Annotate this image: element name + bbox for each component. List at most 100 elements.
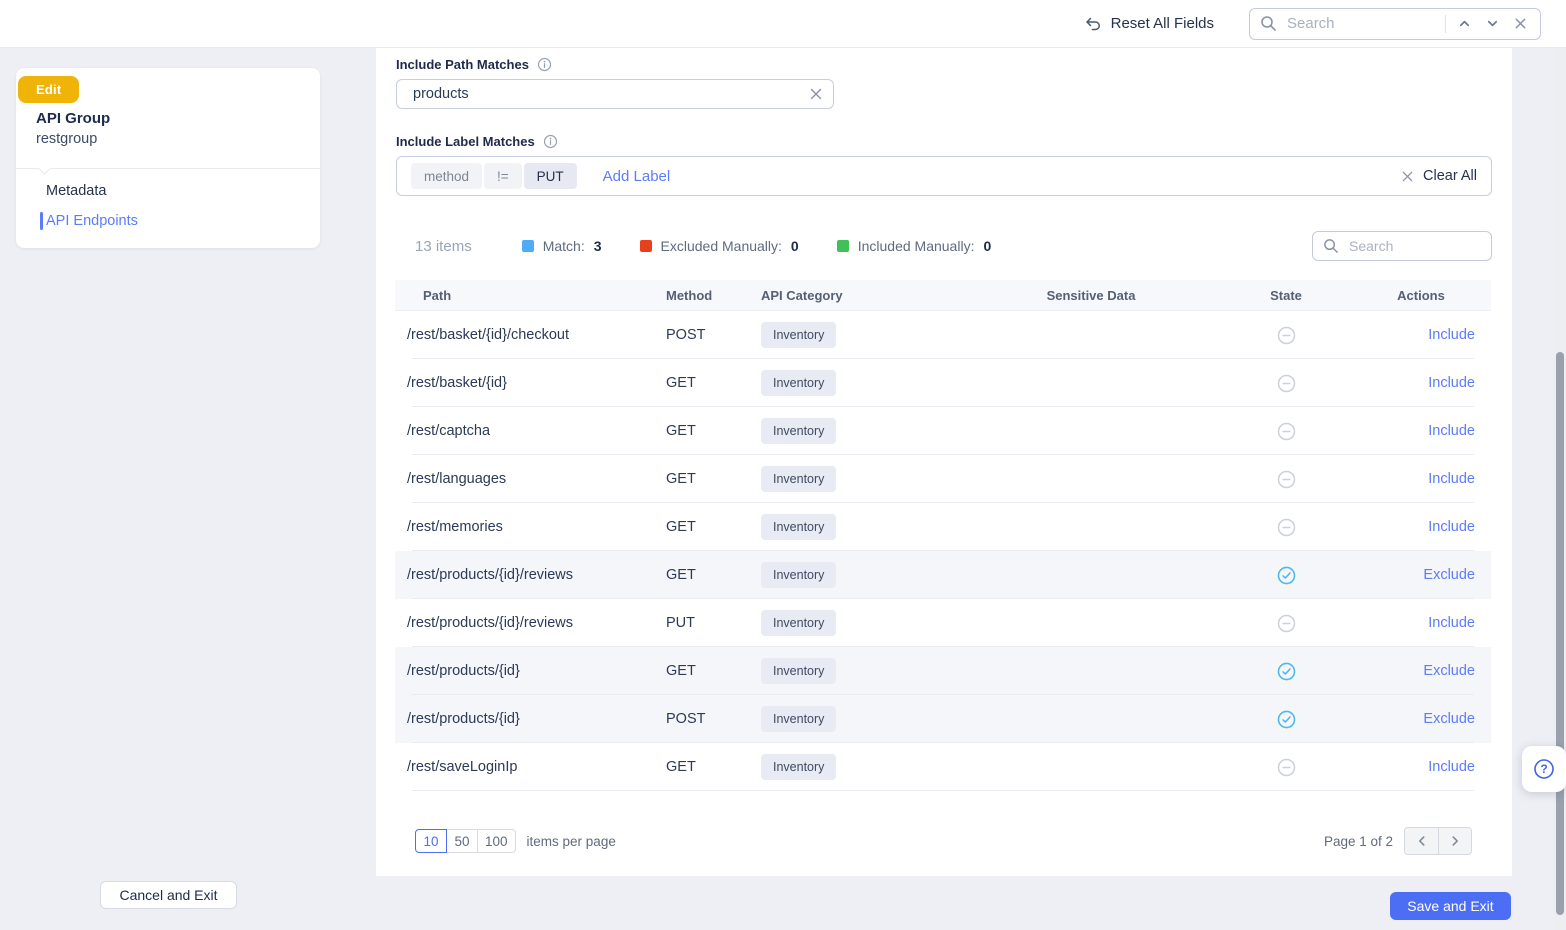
save-and-exit-button[interactable]: Save and Exit [1390,892,1511,920]
state-neutral-icon [1277,470,1296,489]
state-cell [1221,326,1351,345]
help-button[interactable]: ? [1522,746,1566,792]
endpoint-method: PUT [666,615,695,631]
table-row: /rest/products/{id}/reviews PUT Inventor… [395,599,1491,647]
search-close-icon[interactable] [1510,14,1530,34]
row-action-link[interactable]: Include [1428,759,1475,775]
column-header: Sensitive Data [1046,287,1136,303]
endpoints-table: Path Method API Category Sensitive Data Stat… [395,280,1491,791]
label-chips: method != PUT [411,163,577,189]
endpoint-path: /rest/memories [407,519,503,535]
endpoint-path: /rest/products/{id} [407,663,520,679]
label-chip-key[interactable]: method [411,163,483,189]
row-action-link[interactable]: Include [1428,375,1475,391]
info-icon[interactable] [537,57,552,72]
table-row: /rest/saveLoginIp GET Inventory Include [395,743,1491,791]
table-row: /rest/products/{id}/reviews GET Inventor… [395,551,1491,599]
legend-item: Included Manually: 0 [836,238,991,254]
row-action-link[interactable]: Include [1428,615,1475,631]
state-included-icon [1277,710,1296,729]
api-category-badge: Inventory [761,466,837,492]
table-row: /rest/products/{id} POST Inventory Exclu… [395,695,1491,743]
include-label-matches-label: Include Label Matches [396,134,535,149]
endpoint-method: GET [666,759,696,775]
summary-row: 13 items Match: 3 Excluded Manually: 0 Inc… [415,231,1492,261]
column-header: State [1270,287,1302,303]
endpoint-method: POST [666,711,706,727]
global-search-input[interactable] [1285,14,1437,33]
api-group-name: restgroup [36,131,98,147]
undo-icon [1084,15,1102,33]
info-icon[interactable] [543,134,558,149]
clear-all-label: Clear All [1423,168,1477,184]
endpoint-method: POST [666,327,706,343]
column-header: Path [423,287,452,303]
cancel-and-exit-button[interactable]: Cancel and Exit [100,881,237,909]
search-next-icon[interactable] [1482,14,1502,34]
question-icon: ? [1532,757,1556,781]
endpoint-path: /rest/captcha [407,423,491,439]
row-action-link[interactable]: Include [1428,327,1475,343]
scrollbar-thumb[interactable] [1556,352,1564,915]
endpoint-path: /rest/languages [407,471,507,487]
row-action-link[interactable]: Include [1428,423,1475,439]
row-action-link[interactable]: Exclude [1423,663,1475,679]
table-search-box [1312,231,1492,261]
row-action-link[interactable]: Include [1428,519,1475,535]
column-header: Actions [1397,287,1445,303]
api-category-badge: Inventory [761,370,837,396]
label-chip-value[interactable]: PUT [523,163,577,189]
endpoint-path: /rest/basket/{id} [407,375,507,391]
global-search-box [1249,7,1541,40]
previous-page-button[interactable] [1405,828,1438,854]
state-cell [1221,566,1351,585]
page-size-10[interactable]: 10 [415,829,447,853]
edit-badge: Edit [18,76,80,103]
table-body: /rest/basket/{id}/checkout POST Inventor… [395,311,1491,791]
state-included-icon [1277,566,1296,585]
sidebar-item-metadata[interactable]: Metadata [16,176,320,206]
reset-all-fields-button[interactable]: Reset All Fields [1084,15,1214,33]
next-page-button[interactable] [1438,828,1471,854]
column-header: Method [666,287,713,303]
state-neutral-icon [1277,422,1296,441]
label-match-field: method != PUT Add Label Clear All [396,156,1492,196]
search-divider [1445,14,1446,33]
api-category-badge: Inventory [761,418,837,444]
scrollbar[interactable] [1554,48,1566,930]
page-size-100[interactable]: 100 [477,829,516,853]
search-prev-icon[interactable] [1454,14,1474,34]
sidebar-item-api-endpoints[interactable]: API Endpoints [16,206,320,236]
path-match-input[interactable] [411,85,809,103]
row-action-link[interactable]: Exclude [1423,711,1475,727]
state-cell [1221,662,1351,681]
state-neutral-icon [1277,326,1296,345]
api-group-panel: Edit API Group restgroup Metadata API En… [16,68,320,248]
include-path-matches-label: Include Path Matches [396,57,529,72]
label-chip-op[interactable]: != [484,163,522,189]
table-search-input[interactable] [1347,237,1481,255]
pager-buttons [1404,827,1472,855]
clear-all-button[interactable]: Clear All [1401,168,1477,184]
state-included-icon [1277,662,1296,681]
page-size-50[interactable]: 50 [446,829,478,853]
row-action-link[interactable]: Include [1428,471,1475,487]
sidebar-item-label: Metadata [46,183,107,199]
reset-all-fields-label: Reset All Fields [1110,15,1214,32]
state-neutral-icon [1277,614,1296,633]
state-cell [1221,614,1351,633]
clear-path-icon[interactable] [809,87,823,101]
status-legend: Match: 3 Excluded Manually: 0 Included Man… [521,238,991,254]
sidebar-divider [16,162,320,175]
endpoint-method: GET [666,423,696,439]
row-action-link[interactable]: Exclude [1423,567,1475,583]
endpoint-method: GET [666,519,696,535]
api-category-badge: Inventory [761,322,837,348]
add-label-button[interactable]: Add Label [602,167,671,185]
legend-item: Match: 3 [521,238,602,254]
api-category-badge: Inventory [761,610,837,636]
api-category-badge: Inventory [761,706,837,732]
state-cell [1221,422,1351,441]
endpoint-path: /rest/products/{id}/reviews [407,615,574,631]
state-cell [1221,710,1351,729]
